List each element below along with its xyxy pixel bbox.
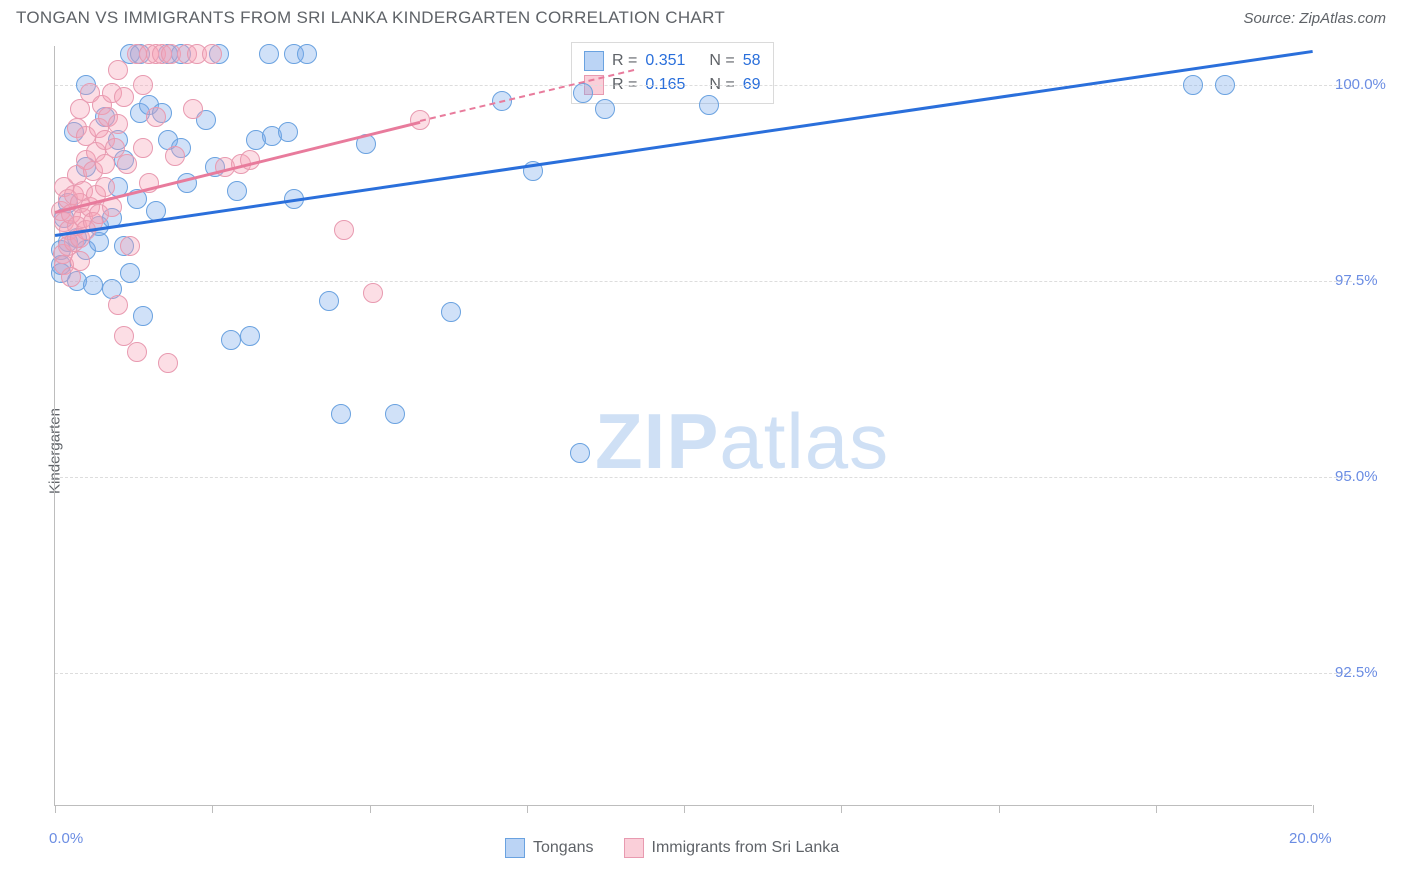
y-tick-label: 92.5% <box>1335 664 1378 681</box>
legend-swatch-blue <box>584 51 604 71</box>
watermark: ZIPatlas <box>595 396 889 487</box>
legend-n-label: N = <box>709 52 734 70</box>
data-point <box>319 291 339 311</box>
x-tick <box>212 805 213 813</box>
data-point <box>95 177 115 197</box>
x-tick <box>1156 805 1157 813</box>
data-point <box>240 326 260 346</box>
gridline-horizontal <box>55 281 1352 282</box>
data-point <box>297 44 317 64</box>
data-point <box>363 283 383 303</box>
chart-title: TONGAN VS IMMIGRANTS FROM SRI LANKA KIND… <box>16 8 725 28</box>
legend-item: Immigrants from Sri Lanka <box>624 836 840 860</box>
data-point <box>108 114 128 134</box>
watermark-bold: ZIP <box>595 397 719 485</box>
header: TONGAN VS IMMIGRANTS FROM SRI LANKA KIND… <box>0 0 1406 36</box>
data-point <box>1215 75 1235 95</box>
legend-n-value: 58 <box>743 52 761 70</box>
legend-item: Tongans <box>505 836 594 860</box>
y-tick-label: 100.0% <box>1335 76 1386 93</box>
data-point <box>221 330 241 350</box>
data-point <box>133 138 153 158</box>
data-point <box>278 122 298 142</box>
data-point <box>108 295 128 315</box>
legend-swatch-blue <box>505 838 525 858</box>
data-point <box>202 44 222 64</box>
y-tick-label: 95.0% <box>1335 468 1378 485</box>
data-point <box>595 99 615 119</box>
data-point <box>699 95 719 115</box>
plot-region: ZIPatlas R = 0.351 N = 58 R = 0.165 N = … <box>54 46 1312 806</box>
data-point <box>120 236 140 256</box>
gridline-horizontal <box>55 673 1352 674</box>
series-legend: Tongans Immigrants from Sri Lanka <box>505 836 839 860</box>
x-tick <box>841 805 842 813</box>
data-point <box>70 251 90 271</box>
legend-r-value: 0.351 <box>645 52 685 70</box>
data-point <box>108 60 128 80</box>
data-point <box>127 342 147 362</box>
gridline-horizontal <box>55 477 1352 478</box>
legend-swatch-pink <box>624 838 644 858</box>
data-point <box>117 154 137 174</box>
data-point <box>573 83 593 103</box>
x-tick <box>370 805 371 813</box>
correlation-legend: R = 0.351 N = 58 R = 0.165 N = 69 <box>571 42 774 104</box>
legend-row: R = 0.351 N = 58 <box>584 49 761 73</box>
legend-label: Tongans <box>533 839 594 857</box>
data-point <box>120 263 140 283</box>
y-tick-label: 97.5% <box>1335 272 1378 289</box>
data-point <box>133 75 153 95</box>
data-point <box>385 404 405 424</box>
data-point <box>334 220 354 240</box>
x-tick <box>527 805 528 813</box>
data-point <box>83 275 103 295</box>
data-point <box>227 181 247 201</box>
x-tick <box>1313 805 1314 813</box>
x-tick <box>999 805 1000 813</box>
data-point <box>1183 75 1203 95</box>
x-tick <box>55 805 56 813</box>
legend-label: Immigrants from Sri Lanka <box>652 839 840 857</box>
data-point <box>146 107 166 127</box>
data-point <box>158 353 178 373</box>
x-max-label: 20.0% <box>1289 830 1332 847</box>
data-point <box>331 404 351 424</box>
data-point <box>570 443 590 463</box>
legend-r-label: R = <box>612 52 637 70</box>
chart-area: Kindergarten ZIPatlas R = 0.351 N = 58 R… <box>0 36 1406 866</box>
data-point <box>183 99 203 119</box>
watermark-rest: atlas <box>719 397 889 485</box>
data-point <box>114 87 134 107</box>
x-tick <box>684 805 685 813</box>
data-point <box>441 302 461 322</box>
x-min-label: 0.0% <box>49 830 83 847</box>
source-attribution: Source: ZipAtlas.com <box>1243 10 1386 27</box>
gridline-horizontal <box>55 85 1352 86</box>
data-point <box>259 44 279 64</box>
data-point <box>165 146 185 166</box>
data-point <box>133 306 153 326</box>
